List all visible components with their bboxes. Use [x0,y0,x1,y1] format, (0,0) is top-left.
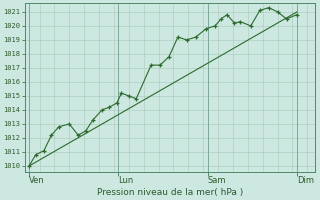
X-axis label: Pression niveau de la mer( hPa ): Pression niveau de la mer( hPa ) [97,188,243,197]
